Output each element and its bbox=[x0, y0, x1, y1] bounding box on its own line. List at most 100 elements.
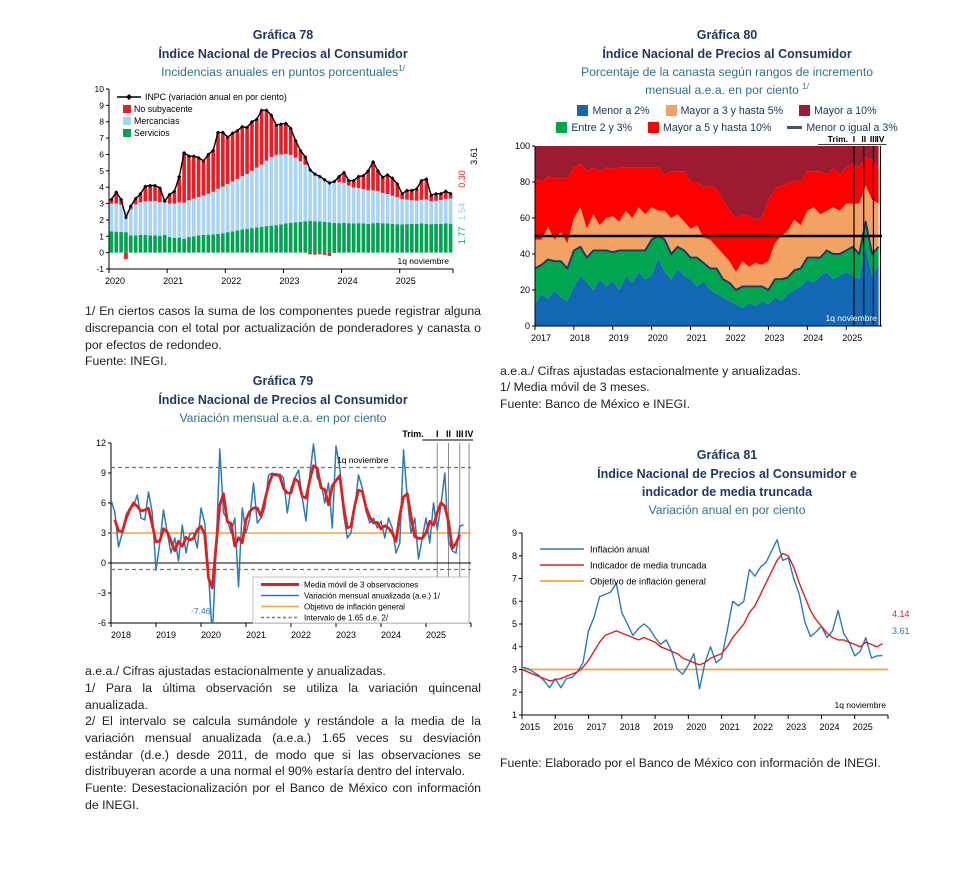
axis-label: 5 bbox=[512, 619, 517, 629]
bar-no-subyacente bbox=[361, 175, 366, 190]
axis-label: 9 bbox=[99, 101, 104, 111]
bar-no-subyacente bbox=[424, 179, 429, 200]
bar-servicios bbox=[308, 220, 312, 253]
axis-label: 8 bbox=[99, 117, 104, 127]
variacion-mensual-line-chart: -6 -3 0 3 6 9 12 2018 2019 2020 2021 2022 2023 2024 20… bbox=[96, 429, 473, 640]
bar-servicios bbox=[361, 223, 366, 253]
bar-servicios bbox=[254, 227, 259, 253]
bar-servicios bbox=[293, 222, 298, 253]
bar-no-subyacente bbox=[245, 127, 249, 175]
footnote-line: 2/ El intervalo se calcula sumándole y r… bbox=[85, 714, 481, 779]
bar-no-subyacente bbox=[284, 123, 288, 155]
bar-servicios bbox=[269, 225, 274, 253]
bar-mercancias bbox=[347, 185, 351, 224]
bar-mercancias bbox=[410, 200, 414, 225]
bar-servicios bbox=[385, 223, 390, 253]
axis-label: 9 bbox=[512, 528, 517, 538]
bar-mercancias bbox=[380, 193, 385, 224]
axis-label: 2022 bbox=[753, 722, 773, 732]
chart-subtitle: Variación anual en por ciento bbox=[500, 501, 954, 519]
bar-no-subyacente-neg bbox=[322, 252, 327, 255]
bar-mercancias bbox=[274, 155, 278, 226]
bar-no-subyacente bbox=[395, 184, 400, 198]
quarter-label: III bbox=[456, 429, 464, 439]
stacked-bars bbox=[109, 110, 453, 260]
period-annotation: 1q noviembre bbox=[337, 455, 389, 465]
chart-title: Índice Nacional de Precios al Consumidor… bbox=[500, 465, 954, 501]
legend-line-marker bbox=[787, 126, 803, 130]
bar-servicios bbox=[395, 224, 400, 253]
axis-label: 0 bbox=[525, 321, 530, 331]
bar-mercancias bbox=[124, 211, 128, 233]
axis-label: 2015 bbox=[520, 722, 540, 732]
bar-no-subyacente bbox=[153, 185, 157, 202]
legend-item: Mayor a 3 y hasta 5% bbox=[665, 104, 784, 117]
bar-mercancias bbox=[366, 190, 371, 225]
bar-no-subyacente bbox=[133, 198, 138, 205]
axis-label: 10 bbox=[95, 84, 105, 94]
variacion-line bbox=[111, 443, 464, 624]
bar-mercancias bbox=[201, 195, 206, 236]
bar-servicios bbox=[124, 232, 128, 253]
bar-no-subyacente bbox=[274, 125, 278, 156]
bar-no-subyacente bbox=[240, 126, 245, 177]
bar-no-subyacente bbox=[177, 176, 182, 203]
area-entre-2-y-3 bbox=[535, 221, 879, 308]
footnote-line: 1/ Media móvil de 3 meses. bbox=[500, 380, 650, 395]
axis-label: 0 bbox=[99, 248, 104, 258]
bar-no-subyacente bbox=[158, 188, 162, 203]
area-menor-a-2 bbox=[535, 246, 879, 326]
footnote-line: Fuente: INEGI. bbox=[85, 354, 168, 369]
bar-mercancias bbox=[119, 204, 123, 233]
period-annotation: 1q noviembre bbox=[834, 700, 886, 710]
bar-mercancias bbox=[405, 199, 409, 225]
chart-header-79: Gráfica 79 Índice Nacional de Precios al… bbox=[85, 372, 481, 427]
legend-square-marker bbox=[556, 122, 568, 134]
bar-servicios bbox=[443, 223, 448, 253]
bar-servicios bbox=[230, 231, 235, 253]
bar-servicios bbox=[211, 234, 215, 253]
axis-label: 2019 bbox=[653, 722, 673, 732]
bar-mercancias bbox=[254, 167, 259, 228]
media-truncada-line-chart: 1 2 3 4 5 6 7 8 9 2015 2016 2017 2018 2019 2020 2021 202… bbox=[512, 528, 910, 732]
legend-label: Variación mensual anualizada (a.e.) 1/ bbox=[304, 592, 441, 601]
axis-label: 2019 bbox=[156, 630, 176, 640]
bar-mercancias bbox=[298, 161, 303, 223]
bar-mercancias bbox=[332, 181, 337, 224]
legend-label: Mayor a 3 y hasta 5% bbox=[680, 104, 784, 117]
bar-servicios bbox=[274, 225, 278, 253]
bar-mercancias bbox=[221, 186, 225, 234]
bar-mercancias bbox=[245, 174, 249, 230]
area-mayor-5-hasta-10 bbox=[535, 156, 879, 272]
axis-label: 20 bbox=[520, 285, 530, 295]
plot-78: -1 0 1 2 3 4 5 6 7 8 9 10 2020 2021 2022 2023 2024 2025 bbox=[95, 84, 454, 286]
axis-label: 7 bbox=[99, 133, 104, 143]
chart-subtitle-text: Variación anual en por ciento bbox=[648, 503, 806, 517]
end-value-label: 1.54 bbox=[457, 203, 467, 221]
legend-label: INPC (variación anual en por ciento) bbox=[145, 92, 287, 102]
bar-mercancias bbox=[216, 189, 220, 235]
axis-label: 3 bbox=[99, 199, 104, 209]
axis-label: 2022 bbox=[291, 630, 311, 640]
bar-mercancias bbox=[342, 182, 346, 224]
legend-78: INPC (variación anual en por ciento) No s… bbox=[117, 92, 287, 138]
bar-no-subyacente bbox=[201, 161, 206, 196]
legend-label: Servicios bbox=[134, 128, 170, 138]
footnote-line: Fuente: Banco de México e INEGI. bbox=[500, 396, 691, 411]
bar-servicios bbox=[313, 221, 317, 253]
bar-no-subyacente bbox=[448, 193, 453, 199]
bar-servicios bbox=[225, 232, 230, 253]
footnote-marker: 1/ bbox=[802, 82, 809, 92]
axis-label: 2024 bbox=[381, 630, 401, 640]
axis-label: 2025 bbox=[426, 630, 446, 640]
legend-label: Mayor a 5 y hasta 10% bbox=[663, 121, 772, 134]
axis-label: 100 bbox=[515, 141, 530, 151]
footnote-line: 1/ Para la última observación se utiliza… bbox=[85, 680, 481, 712]
bar-no-subyacente bbox=[405, 190, 409, 200]
bar-mercancias bbox=[414, 200, 419, 225]
axis-label: 1 bbox=[99, 232, 104, 242]
end-value-label: 4.14 bbox=[892, 609, 910, 619]
bar-no-subyacente bbox=[429, 195, 434, 202]
axis-label: 0 bbox=[101, 558, 106, 568]
legend-label: Inflación anual bbox=[590, 545, 649, 555]
